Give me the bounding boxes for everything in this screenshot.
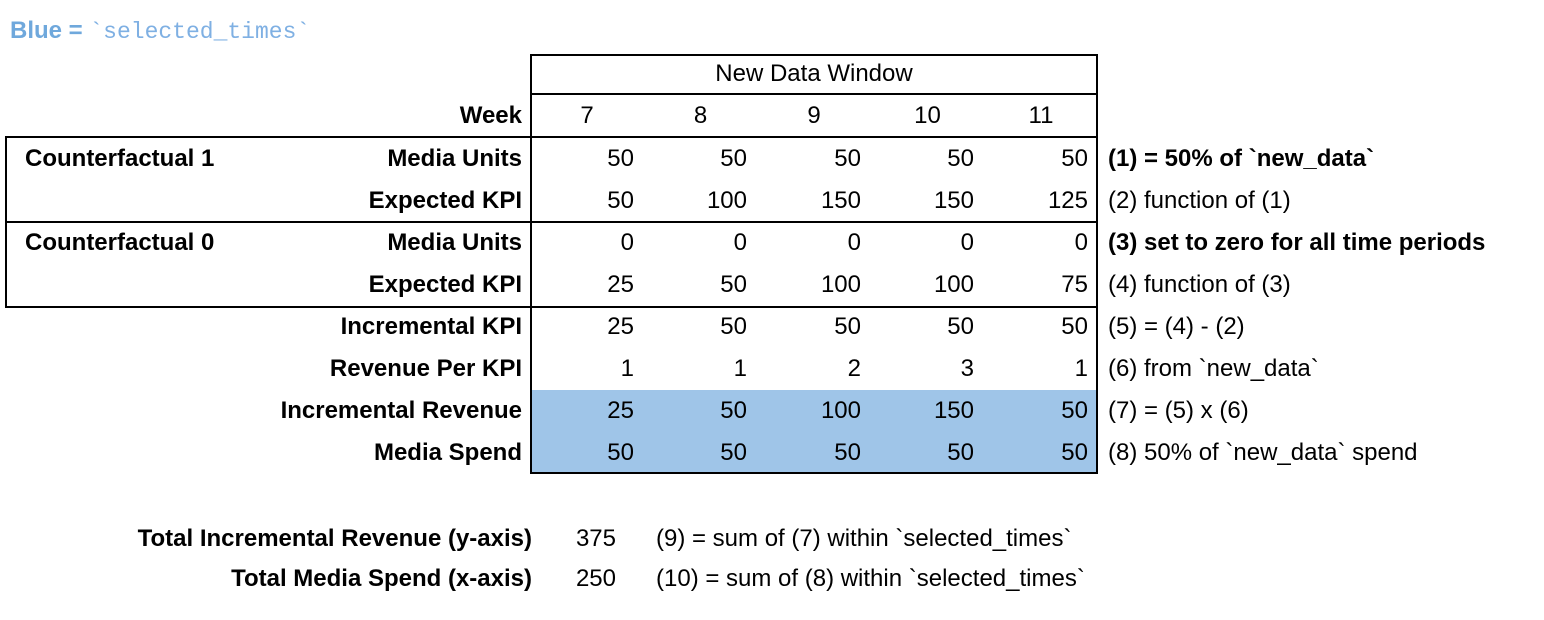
table-cell: 125 [1047,187,1088,214]
table-cell: 3 [960,355,974,382]
week-label: Week [459,102,522,129]
table-cell-highlighted: 50 [834,439,861,466]
total-incremental-revenue-annotation: (9) = sum of (7) within `selected_times` [656,525,1072,552]
table-cell: 0 [960,229,974,256]
table-cell-highlighted: 150 [933,397,974,424]
table-cell-highlighted: 25 [607,397,634,424]
row-label: Media Units [387,229,522,256]
row-annotation: (5) = (4) - (2) [1108,313,1245,340]
total-incremental-revenue-value: 375 [575,525,616,552]
total-incremental-revenue-label: Total Incremental Revenue (y-axis) [137,525,532,552]
table-cell: 75 [1061,271,1088,298]
legend: Blue = `selected_times` [10,16,310,47]
row-label: Media Units [387,145,522,172]
table-cell: 50 [720,313,747,340]
table-cell: 25 [607,313,634,340]
week-col-header: 10 [914,102,941,129]
cf1-cf0-divider [530,221,1098,223]
table-cell: 0 [733,229,747,256]
week-col-header: 11 [1028,102,1054,129]
table-cell-highlighted: 50 [720,397,747,424]
row-annotation: (3) set to zero for all time periods [1108,229,1486,256]
row-annotation: (1) = 50% of `new_data` [1108,145,1375,172]
counterfactual-0-label: Counterfactual 0 [25,229,215,256]
total-media-spend-label: Total Media Spend (x-axis) [231,565,532,592]
row-annotation: (4) function of (3) [1108,271,1291,298]
cf0-bottom-divider [530,306,1098,308]
total-media-spend-annotation: (10) = sum of (8) within `selected_times… [656,565,1085,592]
week-divider [530,136,1098,138]
table-cell-highlighted: 50 [720,439,747,466]
row-label: Incremental KPI [340,313,522,340]
table-cell: 100 [706,187,747,214]
selected-times-highlight [532,390,1096,472]
row-annotation: (6) from `new_data` [1108,355,1319,382]
week-col-header: 8 [693,102,708,129]
header-divider [530,93,1098,95]
row-annotation: (2) function of (1) [1108,187,1291,214]
table-cell: 1 [1074,355,1088,382]
row-label: Expected KPI [368,187,522,214]
week-col-header: 7 [580,102,594,129]
table-cell: 2 [847,355,861,382]
table-cell: 150 [933,187,974,214]
row-label: Media Spend [373,439,522,466]
table-cell: 150 [820,187,861,214]
table-cell: 50 [834,313,861,340]
table-cell: 50 [1061,145,1088,172]
window-header: New Data Window [715,60,913,87]
table-cell-highlighted: 50 [1061,439,1088,466]
counterfactual-1-label: Counterfactual 1 [25,145,215,172]
counterfactual-0-box [5,221,532,308]
row-label: Incremental Revenue [280,397,522,424]
week-col-header: 9 [807,102,821,129]
table-cell: 50 [720,145,747,172]
legend-code: `selected_times` [89,19,311,45]
row-annotation: (7) = (5) x (6) [1108,397,1249,424]
table-cell: 1 [620,355,634,382]
table-cell: 50 [947,313,974,340]
table-cell-highlighted: 50 [607,439,634,466]
table-cell: 0 [847,229,861,256]
row-label: Expected KPI [368,271,522,298]
legend-prefix: Blue = [10,17,90,44]
table-cell: 50 [720,271,747,298]
table-cell: 50 [834,145,861,172]
table-cell: 100 [820,271,861,298]
table-cell-highlighted: 50 [947,439,974,466]
row-annotation: (8) 50% of `new_data` spend [1108,439,1418,466]
table-cell: 0 [1074,229,1088,256]
table-cell: 25 [607,271,634,298]
table-cell-highlighted: 50 [1061,397,1088,424]
table-cell: 50 [607,145,634,172]
table-cell: 50 [1061,313,1088,340]
table-cell-highlighted: 100 [820,397,861,424]
table-cell: 0 [620,229,634,256]
row-label: Revenue Per KPI [329,355,522,382]
table-cell: 100 [933,271,974,298]
table-cell: 50 [607,187,634,214]
table-cell: 50 [947,145,974,172]
total-media-spend-value: 250 [575,565,616,592]
table-cell: 1 [733,355,747,382]
